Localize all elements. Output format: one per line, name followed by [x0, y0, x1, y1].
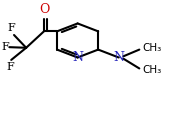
Text: N: N: [72, 51, 83, 64]
Text: F: F: [2, 42, 10, 52]
Text: CH₃: CH₃: [142, 65, 161, 75]
Text: F: F: [6, 62, 14, 72]
Text: CH₃: CH₃: [142, 43, 161, 53]
Text: O: O: [39, 2, 49, 16]
Text: N: N: [113, 51, 124, 64]
Text: F: F: [7, 23, 15, 33]
